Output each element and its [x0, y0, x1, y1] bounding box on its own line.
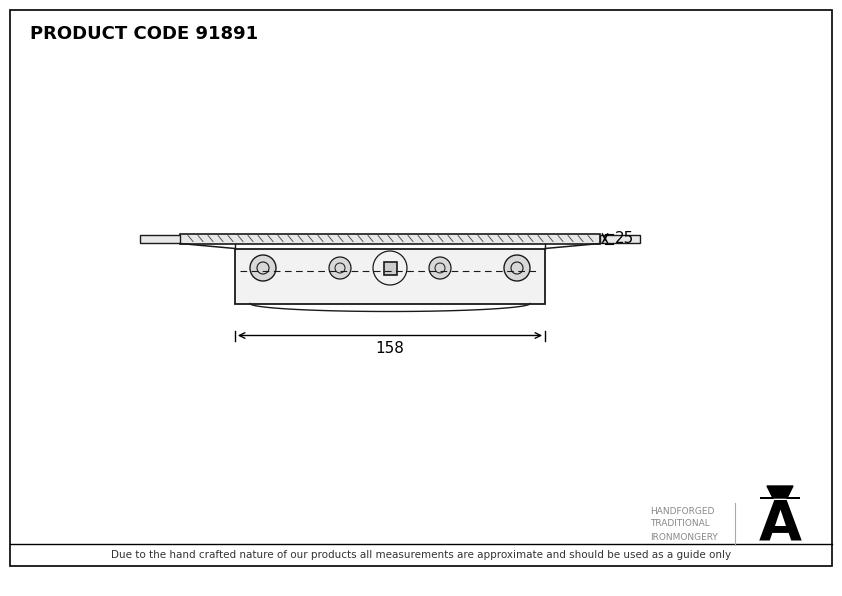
- Circle shape: [250, 255, 276, 281]
- Text: A: A: [759, 497, 802, 551]
- Text: HANDFORGED: HANDFORGED: [650, 507, 714, 516]
- Polygon shape: [760, 486, 800, 498]
- Text: IRONMONGERY: IRONMONGERY: [650, 532, 717, 542]
- Text: Due to the hand crafted nature of our products all measurements are approximate : Due to the hand crafted nature of our pr…: [111, 550, 731, 560]
- Bar: [140, 234, 180, 243]
- Text: 25: 25: [615, 231, 634, 246]
- Bar: [180, 234, 600, 244]
- Bar: [600, 234, 640, 243]
- Bar: [383, 262, 397, 275]
- Text: 158: 158: [376, 341, 404, 356]
- Circle shape: [329, 257, 351, 279]
- Text: PRODUCT CODE 91891: PRODUCT CODE 91891: [30, 25, 258, 43]
- Circle shape: [504, 255, 530, 281]
- Text: TRADITIONAL: TRADITIONAL: [650, 520, 710, 529]
- Bar: [235, 249, 545, 303]
- Circle shape: [429, 257, 451, 279]
